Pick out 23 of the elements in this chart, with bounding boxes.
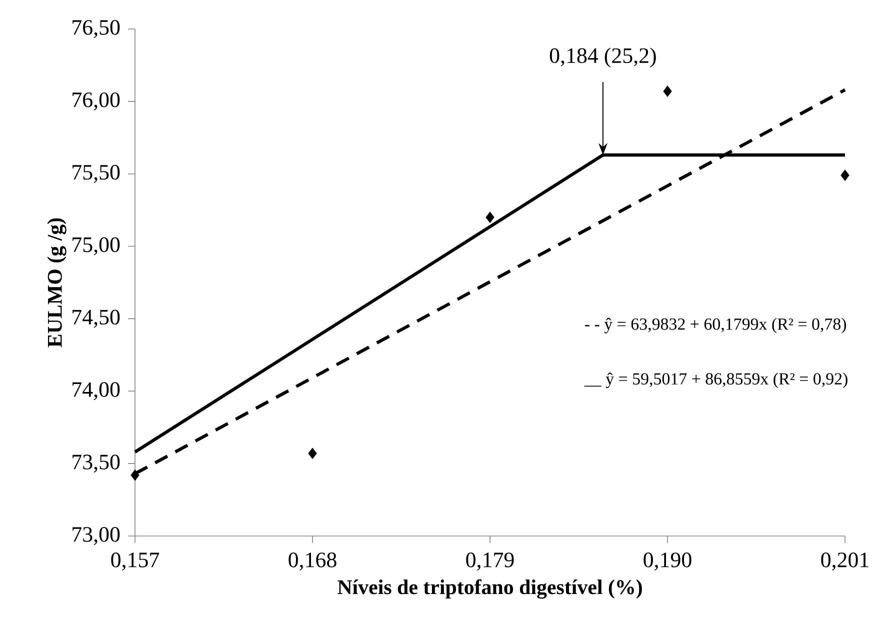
x-tick-label: 0,157 — [111, 552, 160, 570]
point — [308, 448, 317, 460]
y-tick-label: 75,50 — [72, 164, 120, 183]
annotation: - - ŷ = 63,9832 + 60,1799x (R² = 0,78) — [585, 318, 846, 334]
y-tick-label: 73,00 — [72, 527, 120, 545]
y-tick-label: 74,50 — [72, 310, 120, 328]
annotation: __ ŷ = 59,5017 + 86,8559x (R² = 0,92) — [584, 372, 848, 388]
y-tick-label: 76,00 — [72, 92, 120, 110]
point — [130, 469, 140, 481]
x-tick-label: 0,179 — [466, 552, 514, 570]
y-tick-label: 74,00 — [72, 382, 120, 400]
y-axis-title: EULMO (g /g) — [47, 218, 66, 348]
point — [840, 170, 850, 182]
x-tick-label: 0,168 — [288, 552, 336, 570]
annotation: 0,184 (25,2) — [550, 48, 656, 68]
y-tick-label: 73,50 — [72, 454, 120, 473]
point — [663, 86, 672, 97]
y-tick-label: 76,50 — [72, 20, 120, 38]
point — [486, 212, 494, 224]
x-axis-title: Níveis de triptofano digestível (%) — [338, 579, 642, 599]
x-tick-label: 0,190 — [644, 552, 692, 570]
y-tick-label: 75,00 — [72, 237, 120, 256]
x-tick-label: 0,201 — [821, 552, 868, 570]
